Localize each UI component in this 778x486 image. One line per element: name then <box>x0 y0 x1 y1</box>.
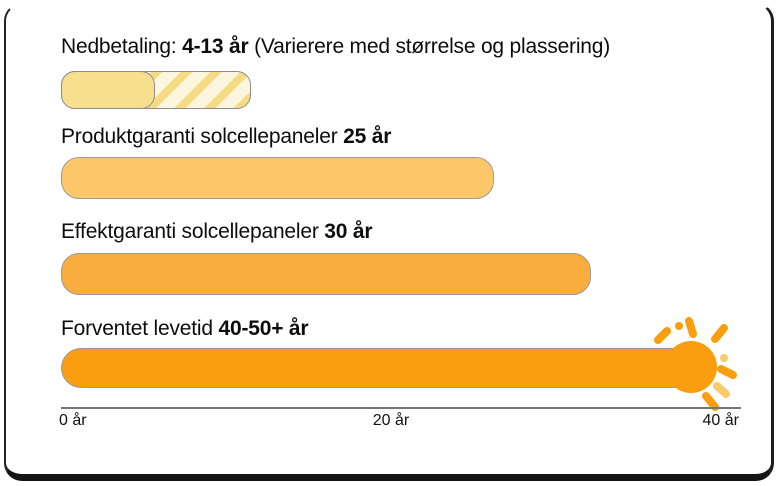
row-title-value: 40-50+ år <box>218 317 309 340</box>
bar-nedbetaling-solid <box>61 71 155 109</box>
row-title-prefix: Effektgaranti solcellepaneler <box>61 220 325 243</box>
row-title-suffix: (Varierere med størrelse og plassering) <box>248 35 611 58</box>
bar-nedbetaling-range-hatched <box>61 71 251 109</box>
infographic-card: Nedbetaling: 4-13 år (Varierere med stør… <box>4 3 774 481</box>
x-axis-tick-0: 0 år <box>59 412 87 429</box>
sun-icon <box>654 317 737 411</box>
row-title-value: 25 år <box>343 125 392 148</box>
bar-forventet-levetid <box>61 348 686 388</box>
row-title-value: 30 år <box>324 220 373 243</box>
row-title-nedbetaling: Nedbetaling: 4-13 år (Varierere med stør… <box>61 34 610 60</box>
row-title-value: 4-13 år <box>182 35 249 58</box>
x-axis-line <box>61 407 741 409</box>
row-title-produktgaranti: Produktgaranti solcellepaneler 25 år <box>61 124 391 150</box>
row-title-effektgaranti: Effektgaranti solcellepaneler 30 år <box>61 219 373 245</box>
row-title-prefix: Forventet levetid <box>61 317 219 340</box>
x-axis-tick-40: 40 år <box>702 412 739 429</box>
row-title-prefix: Nedbetaling: <box>61 35 183 58</box>
bar-produktgaranti <box>61 157 494 199</box>
row-title-forventet-levetid: Forventet levetid 40-50+ år <box>61 316 309 342</box>
x-axis-tick-20: 20 år <box>372 412 410 429</box>
bar-effektgaranti <box>61 253 591 295</box>
row-title-prefix: Produktgaranti solcellepaneler <box>61 125 344 148</box>
